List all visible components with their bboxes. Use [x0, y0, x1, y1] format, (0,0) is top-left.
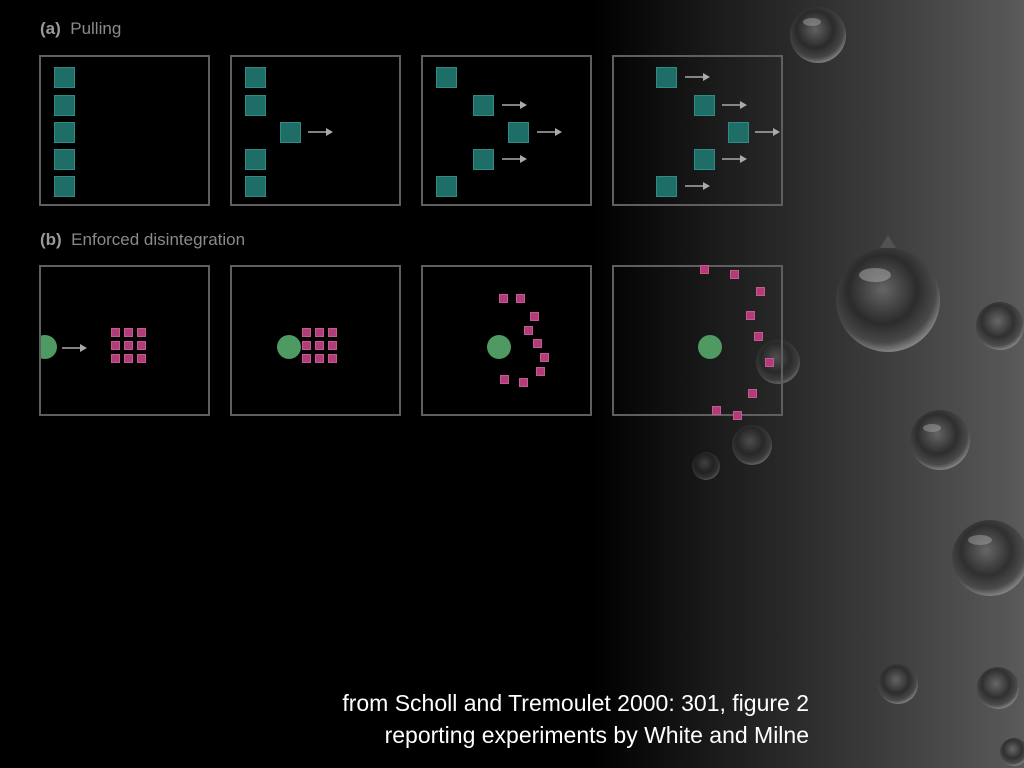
pink-square — [137, 354, 146, 363]
green-ball — [487, 335, 511, 359]
caption-line-2: reporting experiments by White and Milne — [384, 722, 809, 748]
droplet — [732, 425, 772, 465]
green-ball — [698, 335, 722, 359]
right-arrow-icon — [722, 101, 747, 109]
pink-square — [765, 358, 774, 367]
pink-square — [746, 311, 755, 320]
droplet — [976, 302, 1024, 350]
droplet — [878, 664, 918, 704]
pink-square — [516, 294, 525, 303]
teal-square — [245, 67, 266, 88]
pulling-panel-2 — [230, 55, 401, 206]
section-b-letter: (b) — [40, 230, 62, 249]
pink-square — [499, 294, 508, 303]
teal-square — [54, 149, 75, 170]
right-arrow-icon — [502, 155, 527, 163]
pink-square — [302, 354, 311, 363]
pink-square — [700, 265, 709, 274]
pink-square — [754, 332, 763, 341]
right-arrow-icon — [685, 182, 710, 190]
pink-square — [519, 378, 528, 387]
pink-square — [540, 353, 549, 362]
pink-square — [328, 328, 337, 337]
right-arrow-icon — [755, 128, 780, 136]
teal-square — [656, 176, 677, 197]
droplet — [836, 235, 940, 352]
section-a-letter: (a) — [40, 19, 61, 38]
teal-square — [245, 149, 266, 170]
pink-square — [124, 354, 133, 363]
disintegration-panel-2 — [230, 265, 401, 416]
droplet — [952, 520, 1024, 596]
pink-square — [730, 270, 739, 279]
droplet — [910, 410, 970, 470]
pink-square — [315, 354, 324, 363]
section-a-title: Pulling — [70, 19, 122, 38]
teal-square — [473, 95, 494, 116]
teal-square — [54, 67, 75, 88]
droplet — [790, 7, 846, 63]
pink-square — [533, 339, 542, 348]
right-arrow-icon — [537, 128, 562, 136]
pink-square — [111, 354, 120, 363]
right-arrow-icon — [308, 128, 333, 136]
teal-square — [245, 176, 266, 197]
teal-square — [54, 122, 75, 143]
disintegration-panel-4 — [612, 265, 783, 420]
pink-square — [111, 328, 120, 337]
right-arrow-icon — [502, 101, 527, 109]
pink-square — [733, 411, 742, 420]
pink-square — [302, 328, 311, 337]
teal-square — [508, 122, 529, 143]
pink-square — [315, 328, 324, 337]
disintegration-panel-1 — [39, 265, 210, 416]
teal-square — [436, 176, 457, 197]
droplet — [692, 452, 720, 480]
teal-square — [728, 122, 749, 143]
teal-square — [54, 176, 75, 197]
teal-square — [694, 149, 715, 170]
droplet — [977, 667, 1019, 709]
pulling-panel-1 — [39, 55, 210, 206]
teal-square — [436, 67, 457, 88]
pink-square — [500, 375, 509, 384]
section-b-title: Enforced disintegration — [71, 230, 246, 249]
pink-square — [315, 341, 324, 350]
droplet — [756, 340, 800, 384]
pink-square — [712, 406, 721, 415]
teal-square — [473, 149, 494, 170]
pulling-panel-3 — [421, 55, 592, 206]
right-arrow-icon — [62, 344, 87, 352]
pink-square — [328, 341, 337, 350]
section-a-label: (a) Pulling — [40, 19, 121, 39]
teal-square — [54, 95, 75, 116]
droplet — [1000, 738, 1024, 766]
caption-line-1: from Scholl and Tremoulet 2000: 301, fig… — [342, 690, 809, 716]
section-b-label: (b) Enforced disintegration — [40, 230, 245, 250]
pink-square — [530, 312, 539, 321]
green-ball — [277, 335, 301, 359]
pink-square — [137, 328, 146, 337]
pink-square — [756, 287, 765, 296]
teal-square — [656, 67, 677, 88]
teal-square — [280, 122, 301, 143]
pink-square — [302, 341, 311, 350]
pulling-panel-4 — [612, 55, 783, 206]
pink-square — [328, 354, 337, 363]
right-arrow-icon — [722, 155, 747, 163]
teal-square — [694, 95, 715, 116]
pink-square — [748, 389, 757, 398]
pink-square — [536, 367, 545, 376]
teal-square — [245, 95, 266, 116]
pink-square — [524, 326, 533, 335]
pink-square — [111, 341, 120, 350]
green-ball — [41, 335, 57, 359]
right-arrow-icon — [685, 73, 710, 81]
pink-square — [124, 341, 133, 350]
disintegration-panel-3 — [421, 265, 592, 416]
pink-square — [137, 341, 146, 350]
pink-square — [124, 328, 133, 337]
